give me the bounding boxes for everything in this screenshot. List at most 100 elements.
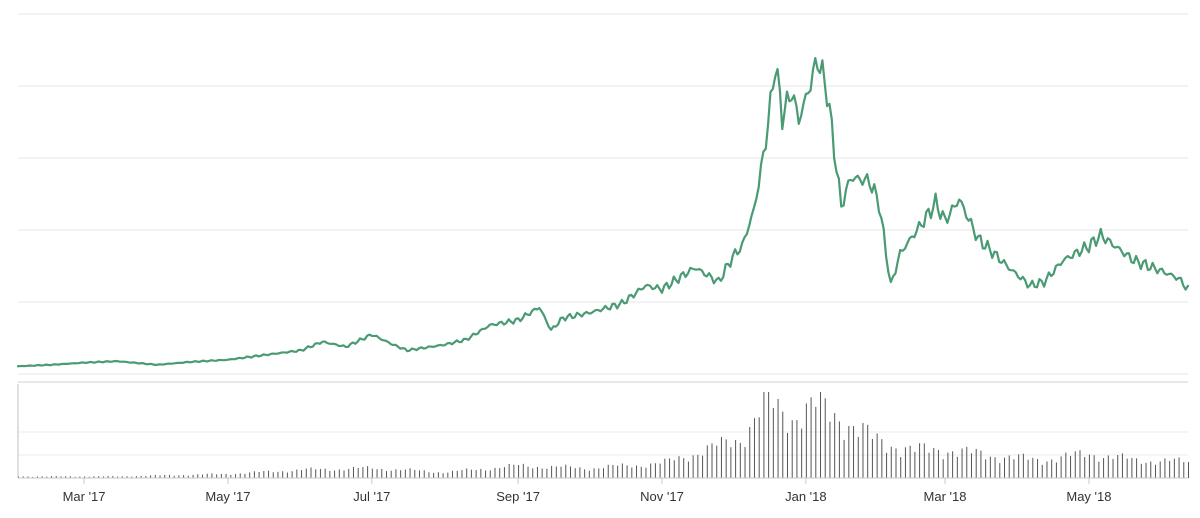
volume-bar <box>1173 458 1175 478</box>
x-tick-label: May '17 <box>205 489 250 504</box>
x-axis-ticks: Mar '17 May '17 Jul '17 Sep '17 Nov '17 Jan '… <box>63 478 1111 504</box>
volume-bar <box>69 476 71 478</box>
volume-bar <box>150 475 152 478</box>
volume-bar <box>532 468 534 478</box>
volume-bar <box>216 474 218 478</box>
volume-bar <box>777 398 779 478</box>
volume-bar <box>102 476 104 478</box>
x-tick-label: Sep '17 <box>496 489 540 504</box>
volume-bar <box>862 423 864 478</box>
volume-bar <box>603 468 604 478</box>
volume-bar <box>683 458 685 478</box>
volume-bar <box>1112 459 1114 478</box>
volume-bar <box>692 455 694 478</box>
x-tick-label: Jan '18 <box>785 489 827 504</box>
volume-bar <box>253 471 255 478</box>
volume-bar <box>810 397 812 478</box>
volume-bar <box>428 472 430 478</box>
volume-bar <box>890 446 892 478</box>
volume-bar <box>1018 454 1020 478</box>
volume-bar <box>277 471 279 478</box>
volume-bar <box>697 454 699 478</box>
volume-bar <box>607 464 609 478</box>
volume-bar <box>768 392 770 478</box>
volume-bar <box>645 467 647 478</box>
volume-bar <box>1107 455 1109 478</box>
x-tick-label: May '18 <box>1066 489 1111 504</box>
volume-bar <box>1070 455 1072 478</box>
volume-bar <box>1027 459 1029 478</box>
volume-bar <box>88 476 90 478</box>
volume-bar <box>414 469 416 478</box>
volume-bar <box>65 476 67 478</box>
volume-bar <box>551 465 553 478</box>
volume-bar <box>720 436 722 478</box>
volume-bar <box>107 476 109 478</box>
volume-bar <box>258 472 260 478</box>
volume-bar <box>1041 464 1043 478</box>
volume-bar <box>319 468 321 478</box>
volume-bar <box>579 467 581 478</box>
volume-bar <box>381 468 383 478</box>
volume-bar <box>725 439 727 478</box>
volume-bar <box>164 474 166 478</box>
volume-bar <box>673 460 675 478</box>
volume-bar <box>362 467 364 478</box>
volume-bar <box>46 476 48 478</box>
volume-bar <box>881 439 883 478</box>
volume-bar <box>956 456 958 478</box>
volume-bar <box>466 468 468 478</box>
volume-bar <box>513 464 515 478</box>
volume-bar <box>499 468 501 478</box>
volume-bar <box>1178 457 1180 478</box>
volume-bar <box>305 468 307 478</box>
volume-bars <box>18 392 1189 478</box>
volume-bar <box>263 471 265 478</box>
volume-bar <box>475 470 477 478</box>
volume-bar <box>735 440 737 478</box>
volume-bar <box>1121 453 1123 478</box>
volume-bar <box>904 447 906 478</box>
volume-bar <box>225 473 227 478</box>
volume-bar <box>503 467 505 478</box>
volume-bar <box>626 465 628 478</box>
volume-bar <box>18 476 19 478</box>
volume-bar <box>1055 462 1057 478</box>
volume-bar <box>112 476 114 478</box>
volume-bar <box>239 473 241 478</box>
volume-bar <box>876 433 878 478</box>
volume-bar <box>994 457 996 478</box>
volume-bar <box>1136 458 1138 478</box>
volume-bar <box>36 476 38 478</box>
volume-bar <box>546 468 548 478</box>
volume-bar <box>79 476 81 478</box>
volume-bar <box>966 446 968 478</box>
volume-bar <box>947 452 949 478</box>
volume-bar <box>815 406 817 478</box>
volume-bar <box>801 428 803 478</box>
volume-bar <box>989 456 991 478</box>
price-line-series <box>16 56 1190 368</box>
volume-bar <box>1051 459 1053 478</box>
volume-bar <box>711 443 713 478</box>
volume-bar <box>650 463 652 478</box>
volume-bar <box>154 474 156 478</box>
volume-bar <box>480 468 482 478</box>
volume-bar <box>329 471 331 478</box>
volume-bar <box>569 466 571 478</box>
volume-bar <box>909 445 911 478</box>
volume-bar <box>1013 459 1015 478</box>
volume-bar <box>744 447 746 478</box>
volume-bar <box>1079 450 1081 478</box>
volume-bar <box>933 447 935 478</box>
volume-bar <box>409 468 411 478</box>
volume-bar <box>131 476 133 478</box>
volume-bar <box>895 448 897 478</box>
volume-bar <box>621 463 623 478</box>
volume-bar <box>928 452 930 478</box>
volume-bar <box>843 439 845 478</box>
volume-bar <box>541 468 543 478</box>
volume-bar <box>716 445 718 478</box>
volume-bar <box>334 470 336 478</box>
volume-bar <box>1164 458 1166 478</box>
